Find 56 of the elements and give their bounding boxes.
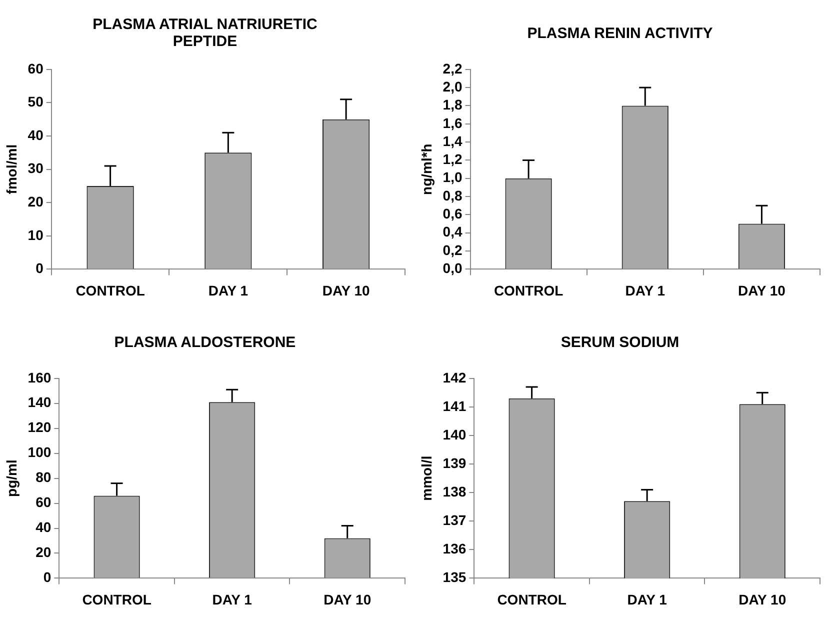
y-tick-label: 40 xyxy=(28,126,44,143)
x-tick-label: CONTROL xyxy=(494,282,564,298)
y-tick-label: 60 xyxy=(28,60,44,76)
y-tick-label: 142 xyxy=(442,369,466,386)
y-tick-label: 2,0 xyxy=(442,78,462,94)
y-tick-label: 100 xyxy=(28,444,52,460)
y-tick-label: 50 xyxy=(28,94,44,110)
x-tick-label: DAY 10 xyxy=(324,591,372,608)
x-tick-label: CONTROL xyxy=(76,282,146,298)
y-tick-label: 120 xyxy=(28,419,52,436)
y-tick-label: 0,8 xyxy=(442,187,462,204)
y-tick-label: 141 xyxy=(442,398,466,414)
y-tick-label: 80 xyxy=(36,469,52,486)
x-tick-label: CONTROL xyxy=(497,591,567,608)
y-tick-label: 10 xyxy=(28,226,44,243)
y-tick-label: 136 xyxy=(442,540,466,557)
x-tick-label: DAY 1 xyxy=(625,282,666,298)
x-tick-label: DAY 10 xyxy=(738,591,786,608)
x-tick-label: DAY 1 xyxy=(208,282,248,298)
chart-title: PLASMA RENIN ACTIVITY xyxy=(526,24,714,44)
y-axis-title: ng/ml*h xyxy=(418,144,434,195)
y-tick-label: 60 xyxy=(36,494,52,510)
y-tick-label: 160 xyxy=(28,369,52,386)
y-tick-label: 1,0 xyxy=(442,169,462,186)
y-tick-label: 20 xyxy=(28,193,44,210)
y-tick-label: 137 xyxy=(442,512,466,528)
y-tick-label: 0 xyxy=(36,260,44,276)
y-tick-label: 20 xyxy=(36,544,52,560)
y-tick-label: 2,2 xyxy=(442,60,462,76)
x-tick-label: DAY 10 xyxy=(738,282,786,298)
y-axis-title: mmol/l xyxy=(418,456,434,501)
x-tick-label: DAY 1 xyxy=(627,591,668,608)
y-tick-label: 0,2 xyxy=(442,242,462,258)
y-axis-title: pg/ml xyxy=(3,460,20,497)
chart-title: PLASMA ALDOSTERONE xyxy=(113,332,297,352)
y-tick-label: 0,4 xyxy=(442,224,462,240)
y-tick-label: 1,8 xyxy=(442,96,462,113)
y-tick-label: 1,2 xyxy=(442,151,462,168)
y-tick-label: 30 xyxy=(28,160,44,176)
y-tick-label: 40 xyxy=(36,519,52,536)
chart-title: SERUM SODIUM xyxy=(560,332,680,352)
y-tick-label: 140 xyxy=(28,394,52,410)
y-tick-label: 139 xyxy=(442,454,466,471)
chart-title: PLASMA ATRIAL NATRIURETIC PEPTIDE xyxy=(92,15,318,52)
y-tick-label: 140 xyxy=(442,426,466,442)
y-tick-label: 1,6 xyxy=(442,114,462,131)
y-axis-title: fmol/ml xyxy=(3,144,20,194)
y-tick-label: 0 xyxy=(43,569,52,586)
y-tick-label: 0,6 xyxy=(442,206,462,222)
x-tick-label: DAY 1 xyxy=(212,591,252,608)
x-tick-label: DAY 10 xyxy=(322,282,370,298)
y-tick-label: 138 xyxy=(442,483,466,500)
y-tick-label: 1,4 xyxy=(442,132,462,149)
x-tick-label: CONTROL xyxy=(82,591,152,608)
y-tick-label: 0,0 xyxy=(442,260,462,276)
y-tick-label: 135 xyxy=(442,569,466,586)
